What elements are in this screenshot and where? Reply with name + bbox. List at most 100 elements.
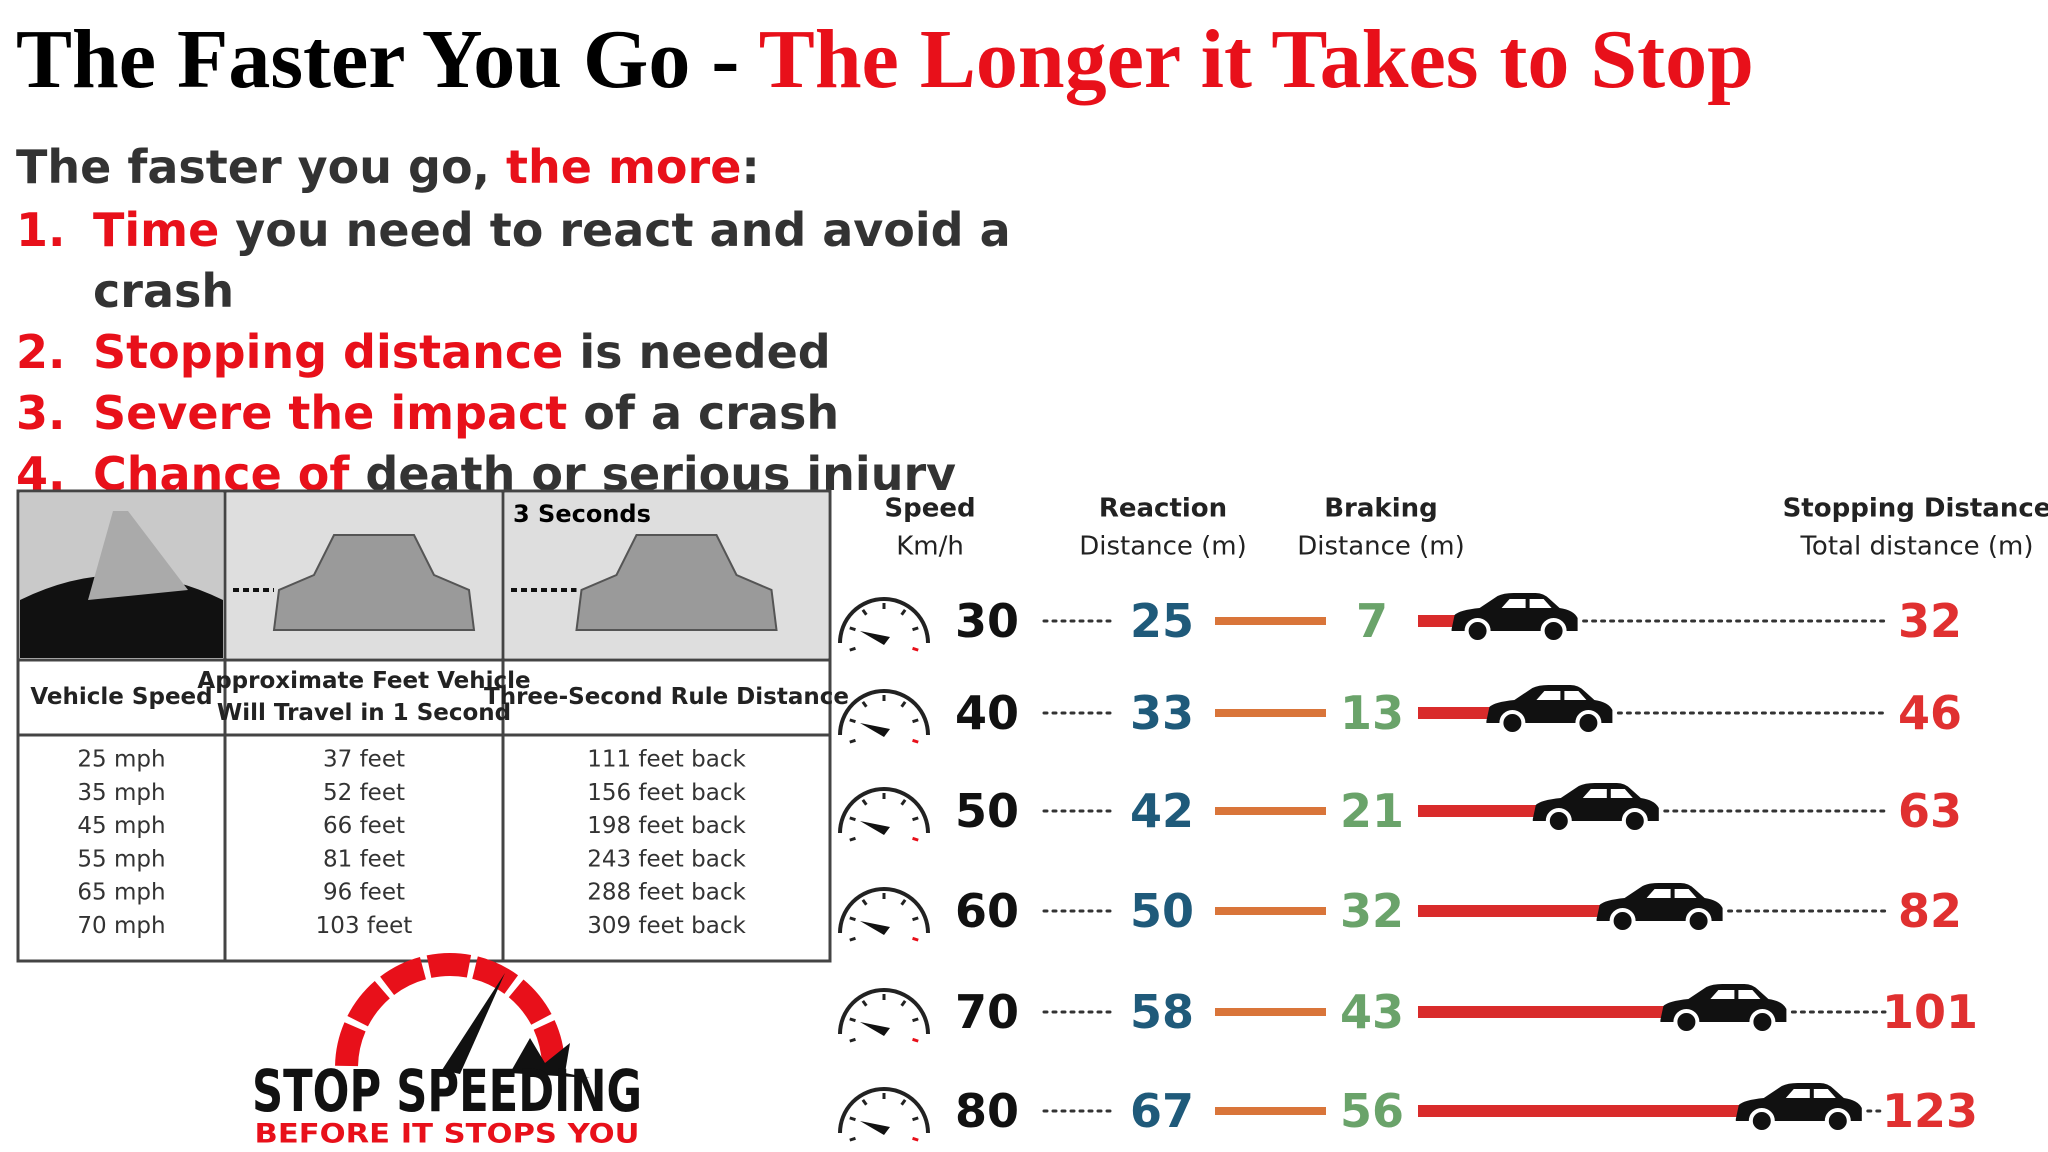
logo-arc: [426, 953, 472, 978]
value: 21: [1340, 784, 1404, 838]
table-cell: 96 feet: [323, 880, 405, 906]
braking-bar: [1418, 707, 1502, 719]
table-header: Three-Second Rule Distance: [484, 684, 849, 710]
list-red: Time: [93, 203, 220, 257]
table-cell: 103 feet: [316, 913, 413, 939]
gauge-tick: [912, 936, 919, 942]
title-red: The Longer it Takes to Stop: [758, 13, 1754, 106]
gauge-tick: [849, 1017, 856, 1023]
value: 46: [1898, 686, 1962, 740]
reaction-line: [1215, 807, 1326, 815]
gauge: [838, 787, 930, 834]
car: [1735, 1083, 1862, 1134]
logo-needle: [442, 973, 505, 1074]
list-rest: of a crash: [567, 386, 840, 440]
gauge-tick: [912, 738, 919, 744]
value: 60: [955, 884, 1019, 938]
logo-arc: [347, 981, 390, 1027]
reaction-line: [1215, 709, 1326, 717]
gauge-tick: [849, 626, 856, 632]
gauge-tick: [912, 626, 919, 632]
gauge-tick: [849, 646, 856, 652]
gauge-tick: [849, 1116, 856, 1122]
car: [1660, 984, 1787, 1035]
column-header: Reaction: [1099, 494, 1227, 524]
value: 67: [1130, 1084, 1194, 1138]
table-cell: 65 mph: [77, 880, 165, 906]
column-header: Distance (m): [1079, 532, 1247, 562]
reaction-line: [1215, 907, 1326, 915]
value: 40: [955, 686, 1019, 740]
value: 50: [955, 784, 1019, 838]
list-item: 1. Time you need to react and avoid a cra…: [16, 200, 1103, 322]
row: 80 67 56 123: [838, 1083, 1978, 1142]
logo-splash: [510, 1038, 590, 1078]
gauge-needle: [860, 631, 890, 645]
reaction-line: [1215, 1008, 1326, 1016]
gauge-tick: [900, 1098, 907, 1106]
logo-arc: [533, 1020, 565, 1065]
value: 30: [955, 594, 1019, 648]
table-cell: 243 feet back: [587, 846, 746, 872]
row: 60 50 32 82: [838, 883, 1962, 942]
gauge-tick: [912, 916, 919, 922]
list-red: Stopping distance: [93, 325, 564, 379]
value: 123: [1882, 1084, 1978, 1138]
gauge-tick: [849, 718, 856, 724]
value: 25: [1130, 594, 1194, 648]
table-cell: 37 feet: [323, 747, 405, 773]
car-wheel: [1499, 710, 1526, 736]
gauge-tick: [900, 700, 907, 708]
car-window: [1582, 789, 1633, 798]
gauge-needle: [860, 821, 890, 835]
gauge-tick: [849, 1037, 856, 1043]
value: 32: [1340, 884, 1404, 938]
value: 32: [1898, 594, 1962, 648]
value: 42: [1130, 784, 1194, 838]
value: 56: [1340, 1084, 1404, 1138]
gauge-tick: [912, 1037, 919, 1043]
intro-lead: The faster you go,: [16, 140, 507, 194]
row: 30 25 7 32: [838, 593, 1962, 652]
car-photo: [575, 534, 778, 631]
gauge: [838, 689, 930, 736]
car-wheel: [1545, 808, 1572, 834]
value: 33: [1130, 686, 1194, 740]
value: 58: [1130, 985, 1194, 1039]
table-header: Approximate Feet Vehicle: [197, 668, 530, 694]
column-header: Stopping Distance: [1783, 494, 2048, 524]
table-cell: 70 mph: [77, 913, 165, 939]
gauge-tick: [849, 816, 856, 822]
gauge-tick: [861, 608, 868, 616]
logo-arc: [472, 956, 519, 994]
value: 7: [1356, 594, 1388, 648]
gauge-needle: [860, 1121, 890, 1135]
logo-arc: [508, 979, 552, 1025]
reaction-line: [1215, 617, 1326, 625]
gauge: [838, 1087, 930, 1134]
list-item: 2. Stopping distance is needed: [16, 322, 1103, 383]
gauge-tick: [861, 999, 868, 1007]
value: 63: [1898, 784, 1962, 838]
list-number: 1.: [16, 203, 66, 257]
braking-bar: [1418, 1006, 1676, 1018]
list-red: Chance of: [93, 447, 350, 490]
gauge-tick: [912, 1017, 919, 1023]
reaction-line: [1215, 1107, 1326, 1115]
title-black: The Faster You Go -: [16, 13, 759, 106]
column-header: Total distance (m): [1799, 532, 2033, 562]
car-window: [1710, 990, 1761, 999]
gauge: [838, 988, 930, 1035]
gauge-needle: [860, 723, 890, 737]
table-cell: 35 mph: [77, 780, 165, 806]
logo-sub: BEFORE IT STOPS YOU: [255, 1119, 640, 1150]
gauge-tick: [912, 718, 919, 724]
logo-main: STOP SPEEDING: [252, 1057, 642, 1125]
list-number: 4.: [16, 447, 66, 490]
car-wheel: [1609, 908, 1636, 934]
gauge-needle: [860, 921, 890, 935]
value: 101: [1882, 985, 1978, 1039]
value: 50: [1130, 884, 1194, 938]
